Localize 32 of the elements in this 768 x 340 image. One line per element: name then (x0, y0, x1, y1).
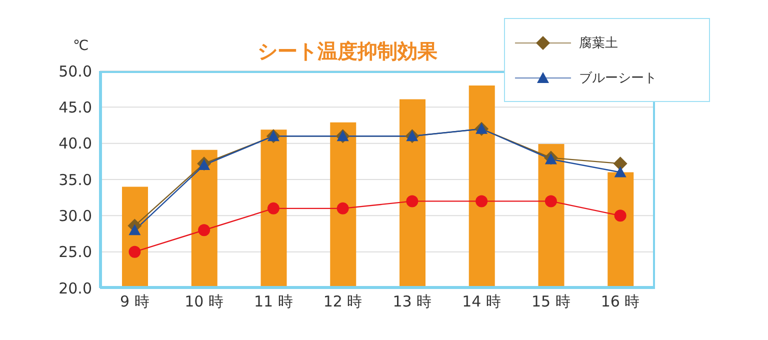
y-tick-label: 35.0 (58, 170, 92, 189)
y-tick-label: 40.0 (58, 134, 92, 153)
point (406, 195, 418, 208)
y-tick-label: 20.0 (58, 279, 92, 298)
point (476, 195, 488, 208)
x-tick-label: 13 時 (392, 292, 432, 311)
point (198, 159, 210, 170)
x-tick-label: 15 時 (532, 292, 570, 311)
point (267, 202, 280, 214)
y-axis-title: ℃ (73, 38, 89, 54)
point (544, 153, 557, 164)
y-tick-label: 50.0 (58, 62, 92, 80)
y-tick-label: 25.0 (58, 243, 92, 262)
x-tick-label: 14 時 (462, 292, 501, 311)
point (198, 224, 210, 236)
point (614, 210, 626, 222)
point (544, 195, 557, 208)
legend-label: 腐葉土 (579, 34, 618, 52)
point (613, 156, 628, 171)
point (614, 166, 626, 178)
y-tick-label: 30.0 (58, 206, 92, 225)
x-tick-label: 16 時 (600, 292, 640, 311)
legend-label: ブルーシート (579, 70, 657, 86)
y-tick-label: 45.0 (58, 98, 92, 116)
x-tick-label: 11 時 (254, 292, 293, 311)
x-tick-label: 12 時 (323, 292, 362, 311)
x-tick-label: 10 時 (184, 292, 224, 311)
x-tick-label: 9 時 (120, 292, 150, 311)
chart-title: シート温度抑制効果 (258, 39, 438, 63)
point (128, 246, 141, 258)
point (336, 202, 349, 214)
point (128, 224, 141, 236)
